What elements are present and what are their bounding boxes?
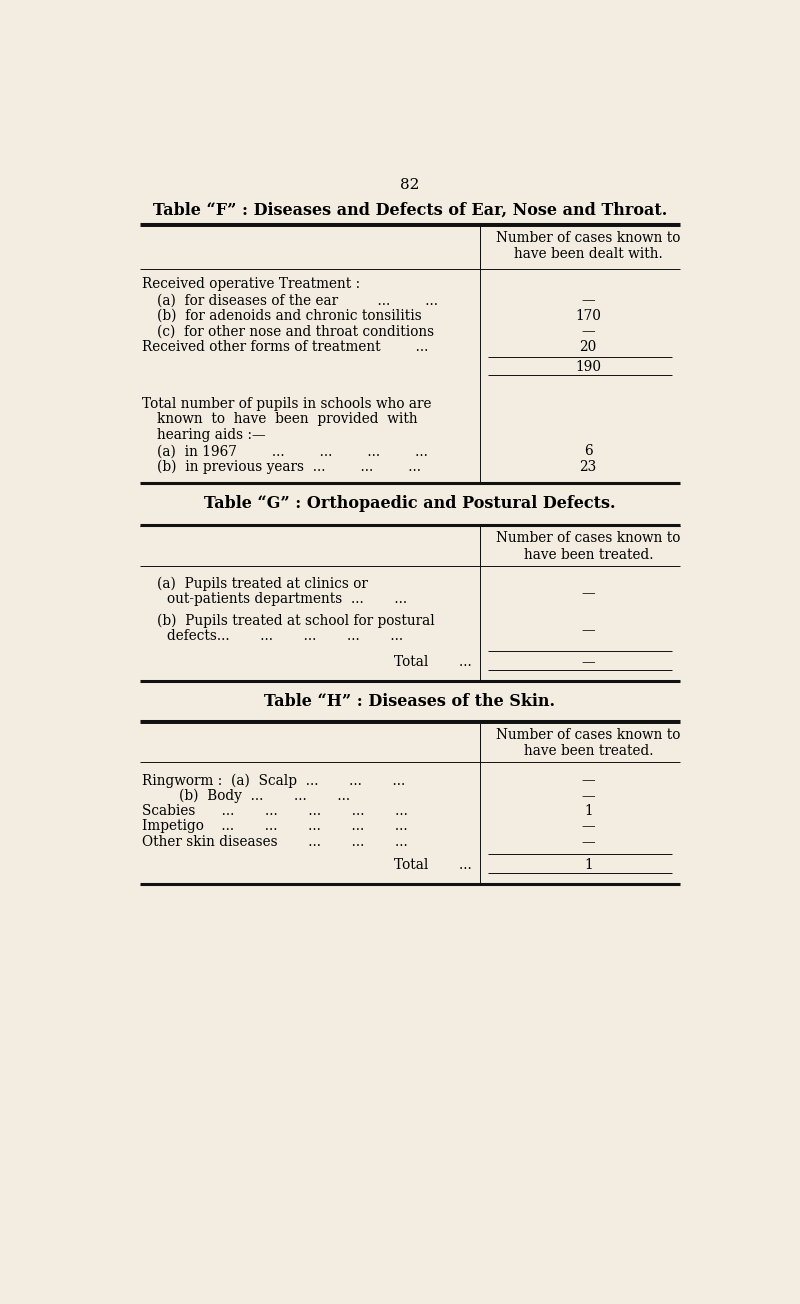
- Text: (b)  for adenoids and chronic tonsilitis: (b) for adenoids and chronic tonsilitis: [158, 309, 422, 323]
- Text: 190: 190: [575, 360, 602, 374]
- Text: (c)  for other nose and throat conditions: (c) for other nose and throat conditions: [158, 325, 434, 338]
- Text: Number of cases known to
have been treated.: Number of cases known to have been treat…: [496, 532, 681, 562]
- Text: —: —: [582, 773, 595, 788]
- Text: Impetigo    ...       ...       ...       ...       ...: Impetigo ... ... ... ... ...: [142, 819, 407, 833]
- Text: Received other forms of treatment        ...: Received other forms of treatment ...: [142, 340, 428, 353]
- Text: (a)  for diseases of the ear         ...        ...: (a) for diseases of the ear ... ...: [158, 293, 438, 308]
- Text: Other skin diseases       ...       ...       ...: Other skin diseases ... ... ...: [142, 835, 408, 849]
- Text: Total number of pupils in schools who are: Total number of pupils in schools who ar…: [142, 396, 431, 411]
- Text: (b)  Body  ...       ...       ...: (b) Body ... ... ...: [179, 789, 350, 803]
- Text: (a)  in 1967        ...        ...        ...        ...: (a) in 1967 ... ... ... ...: [158, 445, 428, 459]
- Text: 1: 1: [584, 858, 593, 872]
- Text: —: —: [582, 655, 595, 669]
- Text: Total       ...: Total ...: [394, 858, 472, 872]
- Text: (b)  Pupils treated at school for postural: (b) Pupils treated at school for postura…: [158, 614, 435, 629]
- Text: (a)  Pupils treated at clinics or: (a) Pupils treated at clinics or: [158, 576, 368, 591]
- Text: hearing aids :—: hearing aids :—: [158, 428, 266, 442]
- Text: Table “G” : Orthopaedic and Postural Defects.: Table “G” : Orthopaedic and Postural Def…: [204, 496, 616, 512]
- Text: —: —: [582, 835, 595, 849]
- Text: Table “H” : Diseases of the Skin.: Table “H” : Diseases of the Skin.: [265, 694, 555, 711]
- Text: Received operative Treatment :: Received operative Treatment :: [142, 276, 360, 291]
- Text: Number of cases known to
have been dealt with.: Number of cases known to have been dealt…: [496, 231, 681, 261]
- Text: 170: 170: [575, 309, 601, 323]
- Text: —: —: [582, 325, 595, 338]
- Text: 20: 20: [580, 340, 597, 353]
- Text: 1: 1: [584, 805, 593, 818]
- Text: —: —: [582, 819, 595, 833]
- Text: defects...       ...       ...       ...       ...: defects... ... ... ... ...: [167, 630, 403, 643]
- Text: known  to  have  been  provided  with: known to have been provided with: [158, 412, 418, 426]
- Text: 82: 82: [400, 179, 420, 192]
- Text: Ringworm :  (a)  Scalp  ...       ...       ...: Ringworm : (a) Scalp ... ... ...: [142, 773, 405, 788]
- Text: 23: 23: [580, 460, 597, 473]
- Text: Table “F” : Diseases and Defects of Ear, Nose and Throat.: Table “F” : Diseases and Defects of Ear,…: [153, 201, 667, 218]
- Text: —: —: [582, 623, 595, 638]
- Text: —: —: [582, 293, 595, 308]
- Text: —: —: [582, 585, 595, 600]
- Text: out-patients departments  ...       ...: out-patients departments ... ...: [167, 592, 407, 606]
- Text: Total       ...: Total ...: [394, 655, 472, 669]
- Text: —: —: [582, 789, 595, 803]
- Text: 6: 6: [584, 445, 593, 459]
- Text: (b)  in previous years  ...        ...        ...: (b) in previous years ... ... ...: [158, 460, 422, 475]
- Text: Scabies      ...       ...       ...       ...       ...: Scabies ... ... ... ... ...: [142, 805, 408, 818]
- Text: Number of cases known to
have been treated.: Number of cases known to have been treat…: [496, 728, 681, 758]
